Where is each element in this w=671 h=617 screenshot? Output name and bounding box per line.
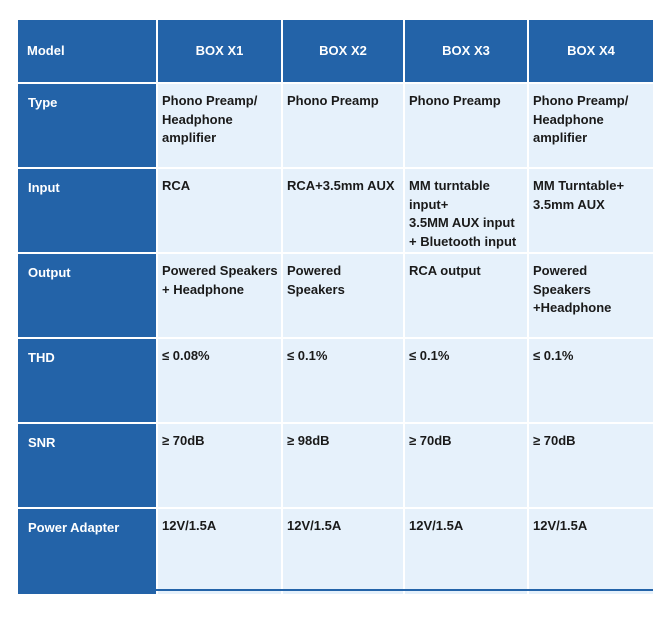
table-cell: Phono Preamp/ Headphone amplifier — [533, 93, 629, 145]
table-cell: ≤ 0.1% — [409, 348, 450, 363]
table-row-power-adapter: Power Adapter 12V/1.5A 12V/1.5A 12V/1.5A… — [18, 509, 653, 594]
table-cell: 12V/1.5A — [533, 518, 588, 533]
table-cell: RCA+3.5mm AUX — [287, 178, 395, 193]
table-header-row: Model BOX X1 BOX X2 BOX X3 BOX X4 — [18, 20, 653, 84]
header-box-x4: BOX X4 — [529, 20, 653, 84]
header-box-x2: BOX X2 — [283, 20, 405, 84]
table-cell: MM turntable input+ 3.5MM AUX input + Bl… — [409, 178, 517, 249]
table-cell: Phono Preamp — [287, 93, 379, 108]
header-box-x3: BOX X3 — [405, 20, 529, 84]
table-cell: ≥ 98dB — [287, 433, 330, 448]
table-cell: ≥ 70dB — [409, 433, 452, 448]
table-cell: ≤ 0.1% — [287, 348, 328, 363]
table-cell: Powered Speakers — [287, 263, 345, 297]
table-bottom-rule — [18, 589, 653, 591]
table-cell: ≥ 70dB — [162, 433, 205, 448]
table-row-type: Type Phono Preamp/ Headphone amplifier P… — [18, 84, 653, 169]
table-cell: Phono Preamp/ Headphone amplifier — [162, 93, 258, 145]
table-cell: 12V/1.5A — [162, 518, 217, 533]
row-label-snr: SNR — [18, 424, 158, 509]
table-row-thd: THD ≤ 0.08% ≤ 0.1% ≤ 0.1% ≤ 0.1% — [18, 339, 653, 424]
header-box-x1: BOX X1 — [158, 20, 283, 84]
table-cell: MM Turntable+ 3.5mm AUX — [533, 178, 625, 212]
row-label-thd: THD — [18, 339, 158, 424]
table-cell: 12V/1.5A — [409, 518, 464, 533]
table-cell: Phono Preamp — [409, 93, 501, 108]
table-cell: RCA output — [409, 263, 481, 278]
header-model-label: Model — [18, 20, 158, 84]
table-cell: Powered Speakers + Headphone — [162, 263, 278, 297]
table-row-input: Input RCA RCA+3.5mm AUX MM turntable inp… — [18, 169, 653, 254]
row-label-input: Input — [18, 169, 158, 254]
table-row-output: Output Powered Speakers + Headphone Powe… — [18, 254, 653, 339]
table-cell: ≤ 0.1% — [533, 348, 574, 363]
table-cell: RCA — [162, 178, 191, 193]
table-cell: Powered Speakers +Headphone — [533, 263, 612, 315]
table-cell: ≤ 0.08% — [162, 348, 210, 363]
table-cell: ≥ 70dB — [533, 433, 576, 448]
table-cell: 12V/1.5A — [287, 518, 342, 533]
row-label-output: Output — [18, 254, 158, 339]
table-row-snr: SNR ≥ 70dB ≥ 98dB ≥ 70dB ≥ 70dB — [18, 424, 653, 509]
row-label-power-adapter: Power Adapter — [18, 509, 158, 594]
spec-comparison-table: Model BOX X1 BOX X2 BOX X3 BOX X4 Type P… — [18, 20, 653, 594]
row-label-type: Type — [18, 84, 158, 169]
